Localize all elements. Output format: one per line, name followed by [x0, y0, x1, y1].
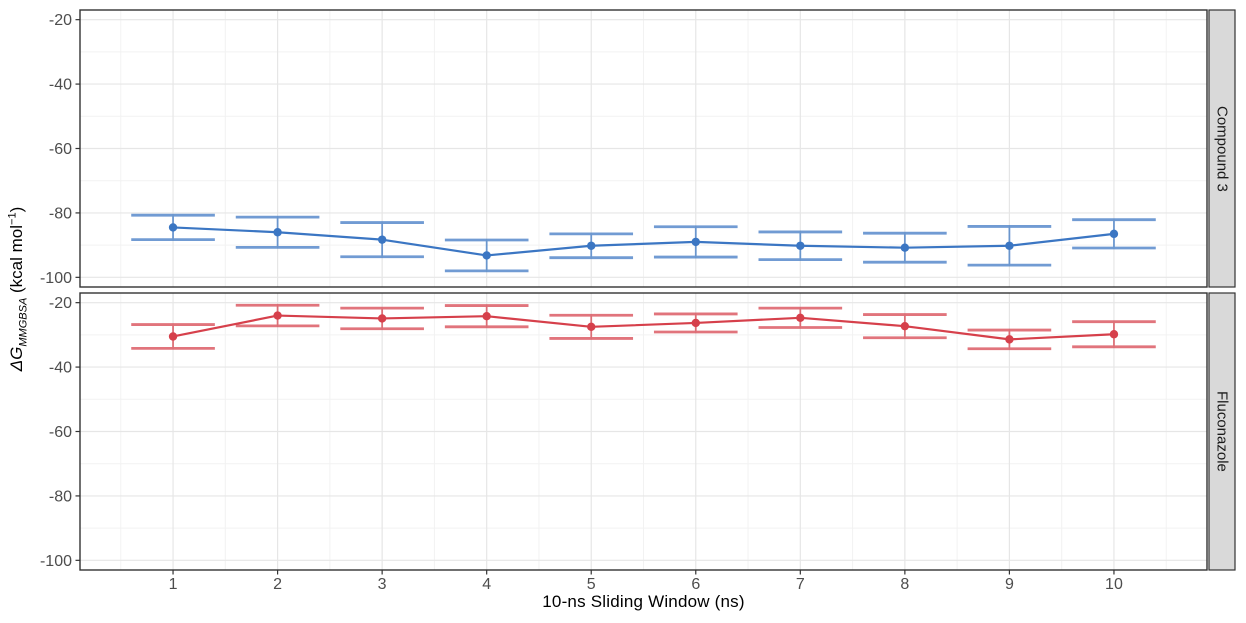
data-point	[273, 311, 282, 320]
x-axis-title: 10-ns Sliding Window (ns)	[542, 592, 745, 611]
y-tick-label: -20	[49, 12, 72, 29]
facet-panel: -20 -40 -60 -80 -100	[40, 9, 1236, 288]
data-point	[587, 322, 596, 332]
facet-panel: -20 -40 -60 -80 -100	[40, 292, 1236, 571]
x-tick-label: 6	[691, 576, 700, 593]
data-point	[482, 311, 491, 321]
data-point	[377, 314, 387, 323]
y-axis-delta-g: ΔG	[7, 346, 27, 372]
data-point	[796, 241, 805, 250]
facet-strip	[1208, 9, 1236, 288]
y-tick-label: -80	[49, 488, 72, 505]
y-axis-subscript: MMGBSA	[17, 297, 30, 347]
data-point	[691, 318, 700, 328]
data-point	[168, 223, 178, 232]
y-tick-label: -40	[49, 360, 72, 377]
data-point	[273, 228, 282, 237]
data-point	[900, 321, 910, 331]
series-line	[171, 226, 1116, 257]
x-tick-label: 7	[796, 576, 805, 593]
data-point	[1109, 229, 1119, 239]
x-tick-label: 2	[273, 576, 282, 593]
y-axis-unit-pre: (kcal mol	[7, 224, 27, 298]
data-point	[587, 241, 596, 250]
y-tick-label: -60	[49, 424, 72, 441]
facet-strip	[1208, 292, 1236, 571]
data-point	[796, 313, 805, 323]
data-point	[168, 332, 178, 341]
x-tick-label: 9	[1005, 576, 1014, 593]
x-tick-label: 1	[169, 576, 178, 593]
y-tick-label: -60	[49, 141, 72, 158]
data-point	[377, 235, 387, 244]
x-tick-label: 8	[900, 576, 909, 593]
y-tick-label: -100	[40, 553, 72, 570]
data-point	[1005, 335, 1014, 344]
y-tick-label: -40	[49, 77, 72, 94]
y-tick-label: -80	[49, 205, 72, 222]
y-axis-unit-post: )	[7, 206, 27, 213]
y-tick-label: -100	[40, 270, 72, 287]
series-line	[171, 314, 1116, 341]
y-axis-superscript: −1	[6, 212, 19, 225]
data-point	[1109, 330, 1119, 339]
x-tick-label: 4	[482, 576, 491, 593]
data-point	[900, 243, 910, 252]
y-tick-label: -20	[49, 295, 72, 312]
y-axis-title-text: ΔGMMGBSA (kcal mol−1)	[6, 207, 29, 372]
x-tick-label: 5	[587, 576, 596, 593]
data-point	[482, 251, 491, 260]
data-point	[691, 237, 700, 247]
x-tick-label: 3	[378, 576, 387, 593]
error-bars	[131, 303, 1156, 351]
x-tick-label: 10	[1105, 576, 1123, 593]
data-point	[1005, 241, 1014, 250]
